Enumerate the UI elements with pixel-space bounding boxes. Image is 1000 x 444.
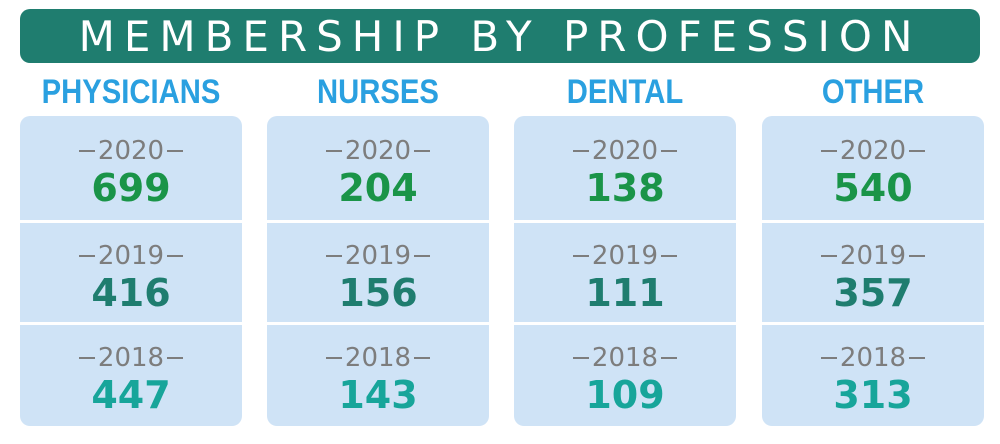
membership-value: 313 <box>833 373 913 417</box>
chart-title: MEMBERSHIP BY PROFESSION <box>78 11 922 61</box>
year-label: 2019 <box>20 241 242 271</box>
year-cell: 2018 313 <box>762 323 984 424</box>
membership-value: 138 <box>585 166 665 210</box>
row-divider <box>267 322 489 325</box>
dash-right <box>661 255 678 257</box>
dash-left <box>78 357 95 359</box>
membership-value: 357 <box>833 271 913 315</box>
year-text: 2019 <box>344 241 412 271</box>
title-banner: MEMBERSHIP BY PROFESSION <box>20 9 980 63</box>
value-card: 2020 138 2019 111 2018 109 <box>514 116 736 426</box>
year-text: 2019 <box>591 241 659 271</box>
year-label: 2018 <box>762 343 984 373</box>
dash-right <box>414 150 431 152</box>
membership-value: 416 <box>91 271 171 315</box>
year-cell: 2019 416 <box>20 221 242 322</box>
dash-right <box>414 255 431 257</box>
year-cell: 2019 111 <box>514 221 736 322</box>
year-cell: 2019 156 <box>267 221 489 322</box>
year-text: 2019 <box>839 241 907 271</box>
column-dental: DENTAL 2020 138 2019 111 2018 109 <box>514 70 736 426</box>
dash-left <box>572 255 589 257</box>
year-label: 2019 <box>514 241 736 271</box>
year-text: 2018 <box>344 343 412 373</box>
year-text: 2018 <box>839 343 907 373</box>
value-card: 2020 699 2019 416 2018 447 <box>20 116 242 426</box>
year-cell: 2020 699 <box>20 116 242 217</box>
dash-right <box>661 150 678 152</box>
row-divider <box>762 220 984 223</box>
year-cell: 2018 447 <box>20 323 242 424</box>
row-divider <box>514 220 736 223</box>
year-cell: 2018 143 <box>267 323 489 424</box>
dash-left <box>325 150 342 152</box>
dash-right <box>909 255 926 257</box>
year-label: 2018 <box>20 343 242 373</box>
row-divider <box>267 220 489 223</box>
year-cell: 2018 109 <box>514 323 736 424</box>
year-label: 2020 <box>762 136 984 166</box>
dash-right <box>414 357 431 359</box>
membership-value: 111 <box>585 271 665 315</box>
membership-value: 447 <box>91 373 171 417</box>
year-label: 2018 <box>267 343 489 373</box>
dash-left <box>572 357 589 359</box>
membership-value: 204 <box>338 166 418 210</box>
year-label: 2020 <box>20 136 242 166</box>
year-cell: 2020 204 <box>267 116 489 217</box>
year-text: 2020 <box>97 136 165 166</box>
dash-left <box>820 150 837 152</box>
dash-left <box>820 255 837 257</box>
dash-right <box>909 357 926 359</box>
year-text: 2020 <box>839 136 907 166</box>
column-header: NURSES <box>317 73 439 111</box>
dash-right <box>909 150 926 152</box>
column-header: DENTAL <box>566 73 684 111</box>
value-card: 2020 204 2019 156 2018 143 <box>267 116 489 426</box>
column-nurses: NURSES 2020 204 2019 156 2018 143 <box>267 70 489 426</box>
column-header: OTHER <box>821 73 925 111</box>
year-cell: 2019 357 <box>762 221 984 322</box>
column-header: PHYSICIANS <box>41 73 221 111</box>
year-text: 2019 <box>97 241 165 271</box>
year-text: 2020 <box>344 136 412 166</box>
dash-right <box>167 150 184 152</box>
dash-left <box>572 150 589 152</box>
membership-value: 156 <box>338 271 418 315</box>
year-text: 2018 <box>97 343 165 373</box>
dash-left <box>78 150 95 152</box>
column-other: OTHER 2020 540 2019 357 2018 313 <box>762 70 984 426</box>
year-cell: 2020 138 <box>514 116 736 217</box>
membership-value: 143 <box>338 373 418 417</box>
row-divider <box>20 322 242 325</box>
column-physicians: PHYSICIANS 2020 699 2019 416 2018 447 <box>20 70 242 426</box>
year-cell: 2020 540 <box>762 116 984 217</box>
value-card: 2020 540 2019 357 2018 313 <box>762 116 984 426</box>
dash-right <box>167 357 184 359</box>
dash-left <box>78 255 95 257</box>
dash-left <box>820 357 837 359</box>
year-text: 2018 <box>591 343 659 373</box>
membership-value: 699 <box>91 166 171 210</box>
year-label: 2020 <box>514 136 736 166</box>
year-label: 2020 <box>267 136 489 166</box>
row-divider <box>514 322 736 325</box>
year-label: 2019 <box>267 241 489 271</box>
membership-value: 109 <box>585 373 665 417</box>
dash-left <box>325 357 342 359</box>
dash-right <box>661 357 678 359</box>
dash-left <box>325 255 342 257</box>
dash-right <box>167 255 184 257</box>
row-divider <box>20 220 242 223</box>
year-text: 2020 <box>591 136 659 166</box>
year-label: 2018 <box>514 343 736 373</box>
year-label: 2019 <box>762 241 984 271</box>
row-divider <box>762 322 984 325</box>
membership-value: 540 <box>833 166 913 210</box>
